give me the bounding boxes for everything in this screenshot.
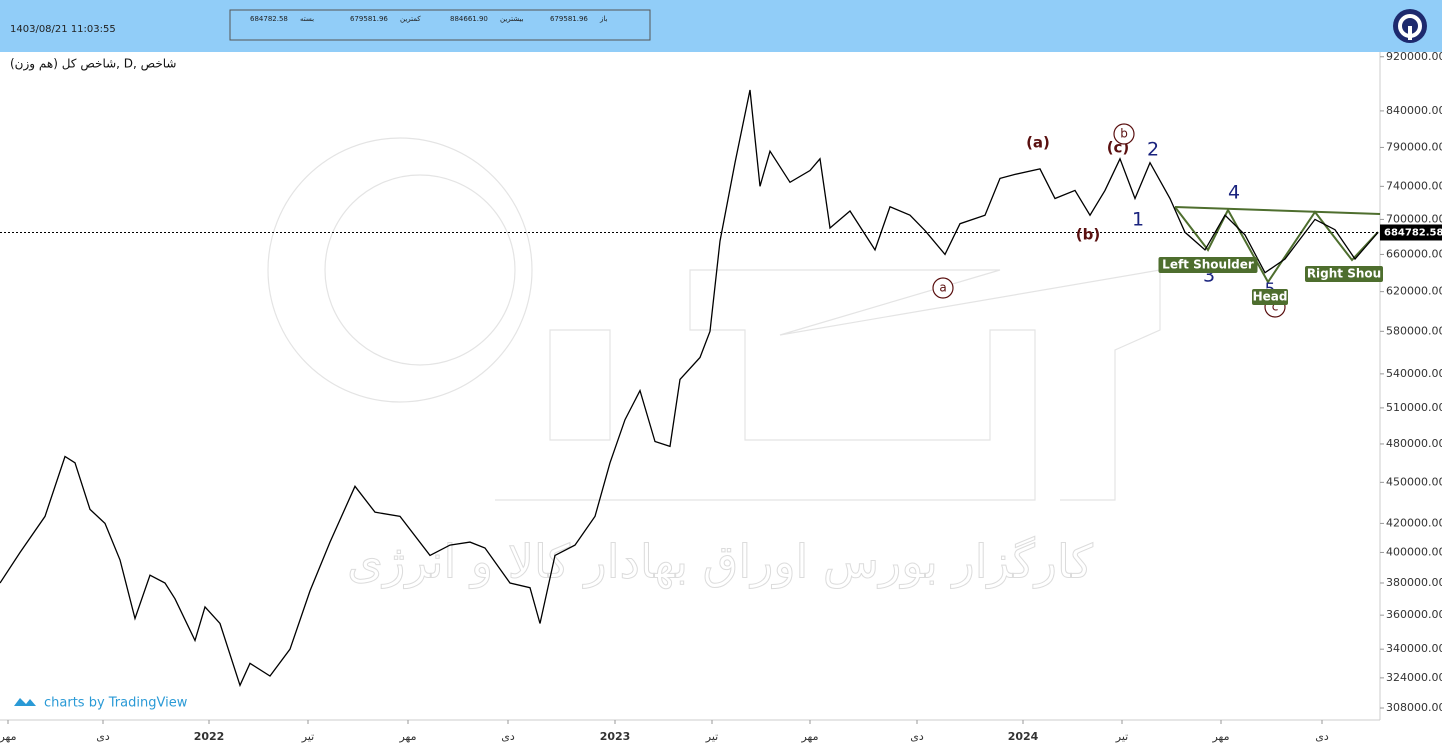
x-tick-label: دی	[501, 730, 515, 743]
y-tick-label: 700000.00	[1386, 212, 1442, 225]
ohlc-value: 679581.96	[550, 15, 588, 23]
annotation-circle	[932, 277, 954, 299]
ohlc-label: باز	[599, 15, 608, 23]
y-tick-label: 660000.00	[1386, 247, 1442, 260]
x-tick-label: 2022	[194, 730, 225, 743]
annotation: (a)	[1026, 134, 1050, 152]
x-tick-label: مهر	[398, 730, 416, 743]
y-tick-label: 450000.00	[1386, 475, 1442, 488]
annotation: 2	[1147, 139, 1159, 161]
ohlc-label: بسته	[300, 15, 314, 23]
x-tick-label: دی	[910, 730, 924, 743]
annotation: Left Shoulder	[1162, 258, 1254, 272]
x-tick-label: تیر	[1115, 730, 1128, 743]
price-label: 684782.58	[1384, 227, 1442, 238]
x-tick-label: دی	[1315, 730, 1329, 743]
annotation-box	[1158, 257, 1258, 273]
x-tick-label: مهر	[1211, 730, 1229, 743]
price-label-box	[1380, 224, 1442, 241]
ohlc-label: کمترین	[400, 15, 421, 23]
annotation: a	[939, 281, 946, 295]
x-tick-label: تیر	[301, 730, 314, 743]
y-tick-label: 360000.00	[1386, 608, 1442, 621]
pattern	[1174, 206, 1381, 284]
y-tick-label: 540000.00	[1386, 367, 1442, 380]
y-tick-label: 740000.00	[1386, 179, 1442, 192]
ohlc-value: 684782.58	[250, 15, 288, 23]
annotation: 4	[1228, 182, 1240, 204]
logo	[1393, 9, 1427, 43]
x-tick-label: 2024	[1008, 730, 1039, 743]
y-tick-label: 920000.00	[1386, 50, 1442, 63]
tv-icon	[14, 698, 36, 706]
annotation: Head	[1253, 290, 1288, 304]
ohlc-value: 884661.90	[450, 15, 488, 23]
y-tick-label: 420000.00	[1386, 516, 1442, 529]
annotation: b	[1120, 127, 1128, 141]
timestamp: 1403/08/21 11:03:55	[10, 24, 116, 35]
footer: charts by TradingView	[44, 696, 188, 711]
top-bar	[0, 0, 1442, 52]
annotation: (b)	[1076, 226, 1100, 244]
x-tick-label: دی	[96, 730, 110, 743]
watermark: کارگزار بورس اوراق بهادار کالا و انرژی	[347, 535, 1093, 590]
ohlc-box	[229, 9, 651, 41]
x-tick-label: مهر	[0, 730, 17, 743]
y-tick-label: 790000.00	[1386, 140, 1442, 153]
chart-title: شاخص کل (هم وزن), D, شاخص	[10, 57, 177, 72]
y-tick-label: 480000.00	[1386, 437, 1442, 450]
annotation: 1	[1132, 209, 1144, 231]
x-tick-label: تیر	[705, 730, 718, 743]
annotation-box	[1252, 289, 1288, 305]
y-tick-label: 580000.00	[1386, 324, 1442, 337]
ohlc-label: بیشترین	[500, 15, 524, 23]
y-tick-label: 620000.00	[1386, 285, 1442, 298]
y-tick-label: 324000.00	[1386, 671, 1442, 684]
y-tick-label: 340000.00	[1386, 642, 1442, 655]
price-line-series	[0, 89, 1379, 688]
x-tick-label: 2023	[600, 730, 631, 743]
y-tick-label: 840000.00	[1386, 104, 1442, 117]
y-tick-label: 380000.00	[1386, 576, 1442, 589]
annotation-circle	[1113, 123, 1135, 145]
x-tick-label: مهر	[800, 730, 818, 743]
annotation: Right Shou	[1307, 267, 1381, 281]
ohlc-value: 679581.96	[350, 15, 388, 23]
y-tick-label: 510000.00	[1386, 401, 1442, 414]
y-tick-label: 308000.00	[1386, 701, 1442, 714]
annotation-box	[1305, 266, 1383, 282]
annotation: c	[1272, 300, 1279, 314]
watermark-logo	[267, 137, 1161, 501]
y-tick-label: 400000.00	[1386, 545, 1442, 558]
